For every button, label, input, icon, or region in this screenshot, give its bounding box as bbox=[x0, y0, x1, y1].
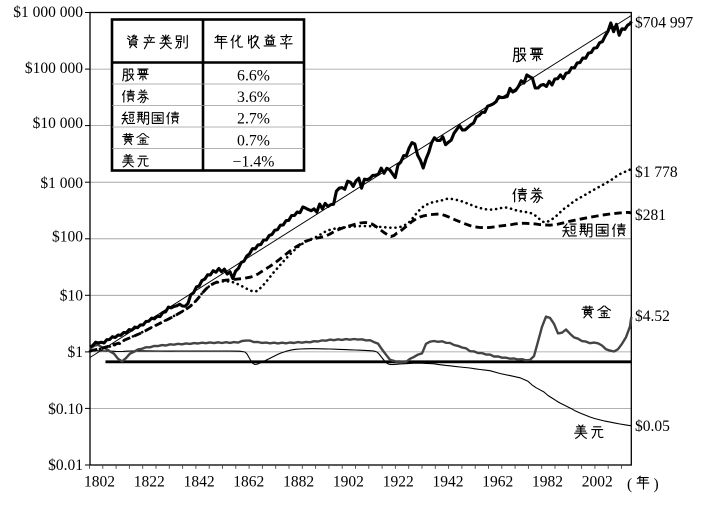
svg-text:$704 997: $704 997 bbox=[635, 15, 693, 32]
svg-text:$0.01: $0.01 bbox=[48, 457, 83, 474]
svg-text:2.7%: 2.7% bbox=[237, 111, 270, 128]
svg-text:$1 778: $1 778 bbox=[635, 164, 678, 181]
svg-text:0.7%: 0.7% bbox=[237, 132, 270, 149]
svg-text:$10 000: $10 000 bbox=[33, 115, 84, 132]
svg-text:1942: 1942 bbox=[433, 474, 464, 491]
svg-text:(: ( bbox=[627, 476, 632, 493]
svg-text:1962: 1962 bbox=[482, 474, 513, 491]
svg-text:$100: $100 bbox=[52, 228, 83, 245]
svg-text:1822: 1822 bbox=[134, 474, 165, 491]
svg-text:1882: 1882 bbox=[283, 474, 314, 491]
svg-text:3.6%: 3.6% bbox=[237, 89, 270, 106]
svg-text:$1: $1 bbox=[68, 344, 84, 361]
svg-text:2002: 2002 bbox=[582, 474, 613, 491]
svg-text:$281: $281 bbox=[635, 207, 666, 224]
svg-text:1802: 1802 bbox=[84, 474, 115, 491]
svg-text:1842: 1842 bbox=[184, 474, 215, 491]
svg-text:−1.4%: −1.4% bbox=[233, 153, 275, 170]
svg-text:1922: 1922 bbox=[383, 474, 414, 491]
svg-text:$1 000 000: $1 000 000 bbox=[13, 4, 83, 21]
svg-text:$4.52: $4.52 bbox=[635, 308, 670, 325]
svg-text:$100 000: $100 000 bbox=[25, 60, 83, 77]
svg-text:$1 000: $1 000 bbox=[40, 175, 83, 192]
svg-text:1862: 1862 bbox=[233, 474, 264, 491]
svg-text:$0.10: $0.10 bbox=[48, 401, 83, 418]
svg-text:$10: $10 bbox=[60, 287, 84, 304]
svg-text:): ) bbox=[654, 476, 659, 493]
svg-text:1982: 1982 bbox=[532, 474, 563, 491]
svg-text:$0.05: $0.05 bbox=[635, 418, 670, 435]
svg-text:6.6%: 6.6% bbox=[237, 67, 270, 84]
svg-text:1902: 1902 bbox=[333, 474, 364, 491]
